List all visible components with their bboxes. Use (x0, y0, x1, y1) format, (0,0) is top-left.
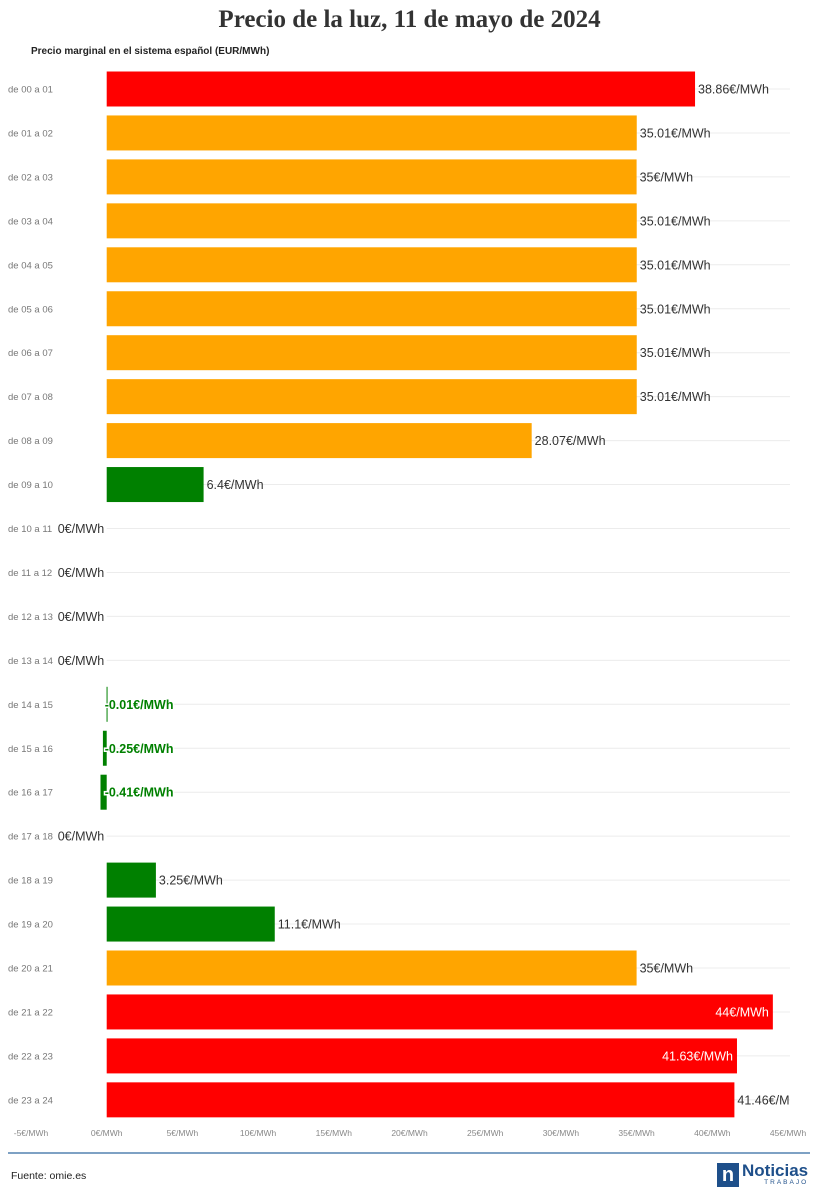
category-label: de 18 a 19 (8, 876, 53, 887)
value-label: 0€/MWh (58, 610, 105, 624)
category-label: de 04 a 05 (8, 260, 53, 271)
bar (106, 203, 637, 239)
value-label: 41.46€/M (737, 1093, 789, 1107)
bar (106, 994, 773, 1030)
x-tick-label: 5€/MWh (167, 1128, 199, 1138)
value-label: -0.25€/MWh (105, 742, 174, 756)
category-label: de 19 a 20 (8, 920, 53, 931)
bar (106, 291, 637, 327)
value-label: 0€/MWh (58, 654, 105, 668)
category-label: de 15 a 16 (8, 744, 53, 755)
chart-subtitle: Precio marginal en el sistema español (E… (31, 46, 270, 57)
x-tick-label: -5€/MWh (14, 1128, 49, 1138)
bar (100, 774, 107, 810)
brand-icon: n (717, 1162, 739, 1187)
bar (106, 1082, 735, 1118)
bar (106, 1038, 737, 1074)
bar (106, 379, 637, 415)
category-label: de 00 a 01 (8, 85, 53, 96)
footer-divider (8, 1152, 810, 1154)
category-label: de 17 a 18 (8, 832, 53, 843)
value-label: 35€/MWh (640, 170, 694, 184)
bar (106, 335, 637, 371)
value-label: 11.1€/MWh (278, 918, 341, 932)
category-label: de 14 a 15 (8, 700, 53, 711)
x-tick-label: 20€/MWh (391, 1128, 428, 1138)
bar (106, 950, 637, 986)
x-tick-label: 40€/MWh (694, 1128, 731, 1138)
bar (106, 159, 637, 195)
brand-subtitle: TRABAJO (764, 1179, 809, 1186)
value-label: 35.01€/MWh (640, 346, 711, 360)
category-label: de 08 a 09 (8, 436, 53, 447)
value-label: 38.86€/MWh (698, 83, 769, 97)
bar (106, 247, 637, 283)
bar (106, 115, 637, 151)
category-label: de 09 a 10 (8, 480, 53, 491)
bar (106, 467, 204, 503)
category-label: de 11 a 12 (8, 568, 52, 579)
category-label: de 01 a 02 (8, 128, 53, 139)
brand-logo[interactable]: n Noticias TRABAJO (717, 1162, 808, 1187)
value-label: 6.4€/MWh (207, 478, 264, 492)
chart-title: Precio de la luz, 11 de mayo de 2024 (218, 6, 601, 33)
category-label: de 23 a 24 (8, 1095, 53, 1106)
x-tick-label: 15€/MWh (316, 1128, 353, 1138)
value-label: 0€/MWh (58, 566, 105, 580)
bar (106, 71, 696, 107)
bar (106, 906, 275, 942)
category-label: de 06 a 07 (8, 348, 53, 359)
value-label: 0€/MWh (58, 830, 105, 844)
bar-chart: de 00 a 01 38.86€/MWh de 01 a 02 35.01€/MWh… (8, 71, 807, 1138)
brand-name: Noticias (742, 1161, 809, 1180)
category-label: de 21 a 22 (8, 1007, 53, 1018)
x-tick-label: 10€/MWh (240, 1128, 277, 1138)
category-label: de 03 a 04 (8, 216, 53, 227)
source-note: Fuente: omie.es (11, 1170, 87, 1182)
x-tick-label: 45€/MWh (770, 1128, 807, 1138)
brand-text: Noticias TRABAJO (742, 1162, 808, 1187)
category-label: de 10 a 11 (8, 524, 52, 535)
category-label: de 13 a 14 (8, 656, 53, 667)
value-label: -0.41€/MWh (105, 786, 174, 800)
value-label: 0€/MWh (58, 522, 105, 536)
category-label: de 22 a 23 (8, 1051, 53, 1062)
bar (106, 686, 108, 722)
x-tick-label: 0€/MWh (91, 1128, 123, 1138)
category-label: de 12 a 13 (8, 612, 53, 623)
value-label: 44€/MWh (715, 1005, 769, 1019)
category-label: de 05 a 06 (8, 304, 53, 315)
category-label: de 20 a 21 (8, 964, 53, 975)
value-label: 28.07€/MWh (535, 434, 606, 448)
value-label: -0.01€/MWh (105, 698, 174, 712)
category-label: de 07 a 08 (8, 392, 53, 403)
x-tick-label: 30€/MWh (543, 1128, 580, 1138)
value-label: 35.01€/MWh (640, 258, 711, 272)
bar (106, 862, 156, 898)
category-label: de 16 a 17 (8, 788, 53, 799)
category-label: de 02 a 03 (8, 172, 53, 183)
value-label: 35€/MWh (640, 962, 694, 976)
bar (102, 730, 107, 766)
value-label: 35.01€/MWh (640, 214, 711, 228)
value-label: 35.01€/MWh (640, 390, 711, 404)
value-label: 3.25€/MWh (159, 874, 223, 888)
bar (106, 423, 532, 459)
x-tick-label: 25€/MWh (467, 1128, 504, 1138)
value-label: 41.63€/MWh (662, 1049, 733, 1063)
value-label: 35.01€/MWh (640, 302, 711, 316)
value-label: 35.01€/MWh (640, 126, 711, 140)
x-tick-label: 35€/MWh (618, 1128, 655, 1138)
